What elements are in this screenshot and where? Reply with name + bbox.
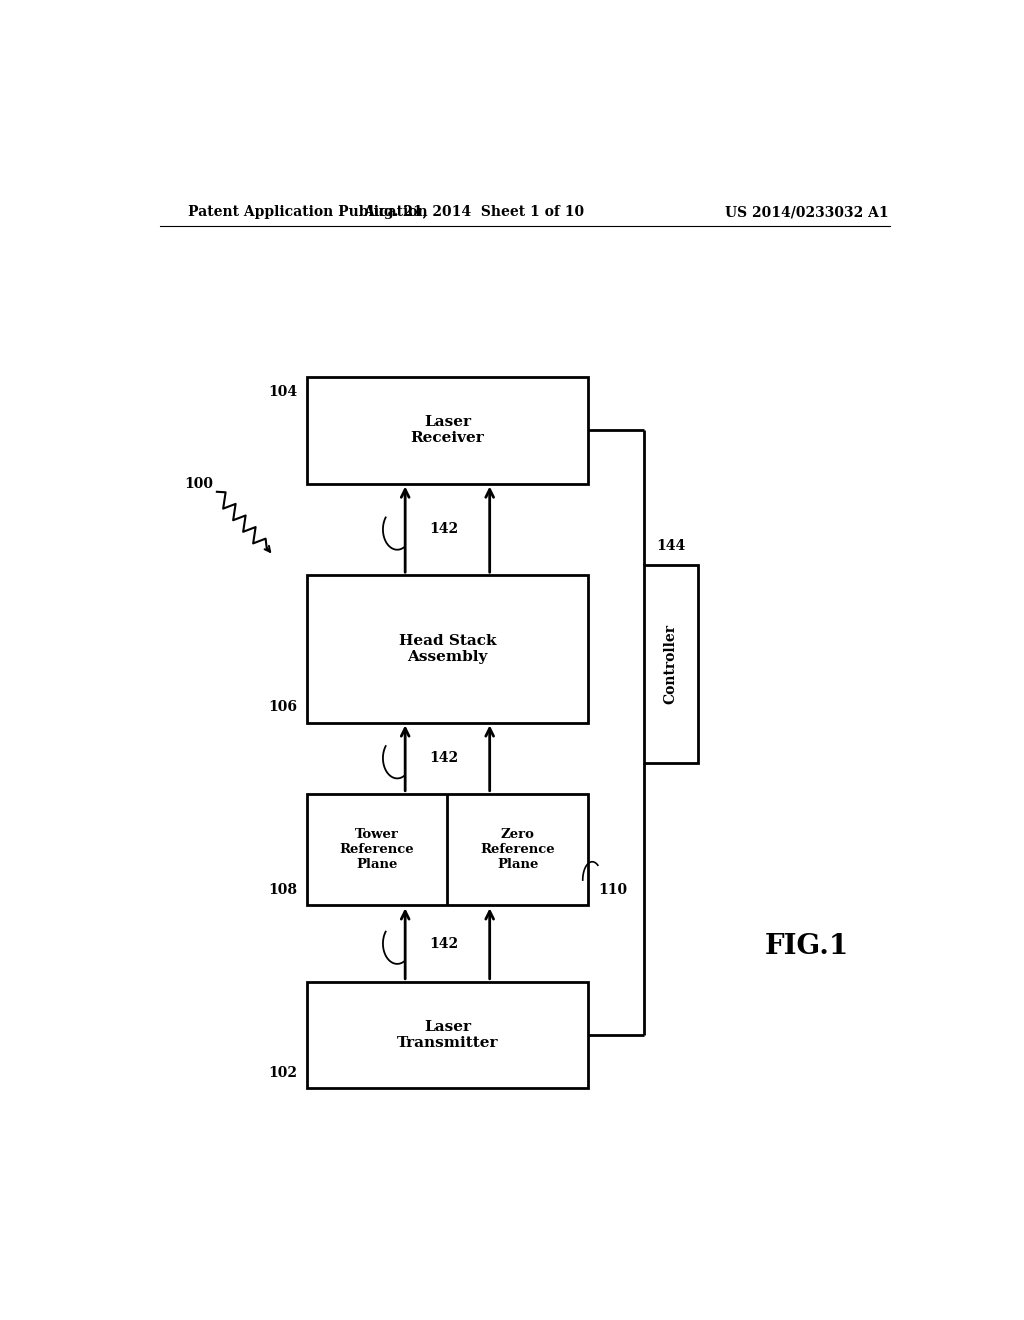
Bar bbox=[306, 576, 588, 722]
Text: 100: 100 bbox=[184, 477, 214, 491]
Text: Patent Application Publication: Patent Application Publication bbox=[187, 206, 427, 219]
Text: Tower
Reference
Plane: Tower Reference Plane bbox=[340, 828, 415, 871]
Text: FIG.1: FIG.1 bbox=[764, 933, 849, 960]
Text: Aug. 21, 2014  Sheet 1 of 10: Aug. 21, 2014 Sheet 1 of 10 bbox=[362, 206, 584, 219]
Bar bbox=[306, 793, 588, 906]
Text: Laser
Transmitter: Laser Transmitter bbox=[396, 1020, 498, 1051]
Text: 110: 110 bbox=[598, 883, 627, 898]
Text: 102: 102 bbox=[268, 1067, 297, 1080]
Text: Laser
Receiver: Laser Receiver bbox=[411, 416, 484, 445]
Text: 142: 142 bbox=[429, 937, 458, 950]
Text: 142: 142 bbox=[429, 523, 458, 536]
Text: 142: 142 bbox=[429, 751, 458, 766]
Bar bbox=[644, 565, 697, 763]
Text: 144: 144 bbox=[656, 539, 685, 553]
Text: Zero
Reference
Plane: Zero Reference Plane bbox=[480, 828, 555, 871]
Text: 108: 108 bbox=[268, 883, 297, 898]
Text: 106: 106 bbox=[268, 701, 297, 714]
Text: Controller: Controller bbox=[664, 624, 678, 704]
Bar bbox=[306, 378, 588, 483]
Text: 104: 104 bbox=[268, 385, 297, 399]
Bar bbox=[306, 982, 588, 1089]
Text: Head Stack
Assembly: Head Stack Assembly bbox=[398, 634, 497, 664]
Text: US 2014/0233032 A1: US 2014/0233032 A1 bbox=[725, 206, 889, 219]
